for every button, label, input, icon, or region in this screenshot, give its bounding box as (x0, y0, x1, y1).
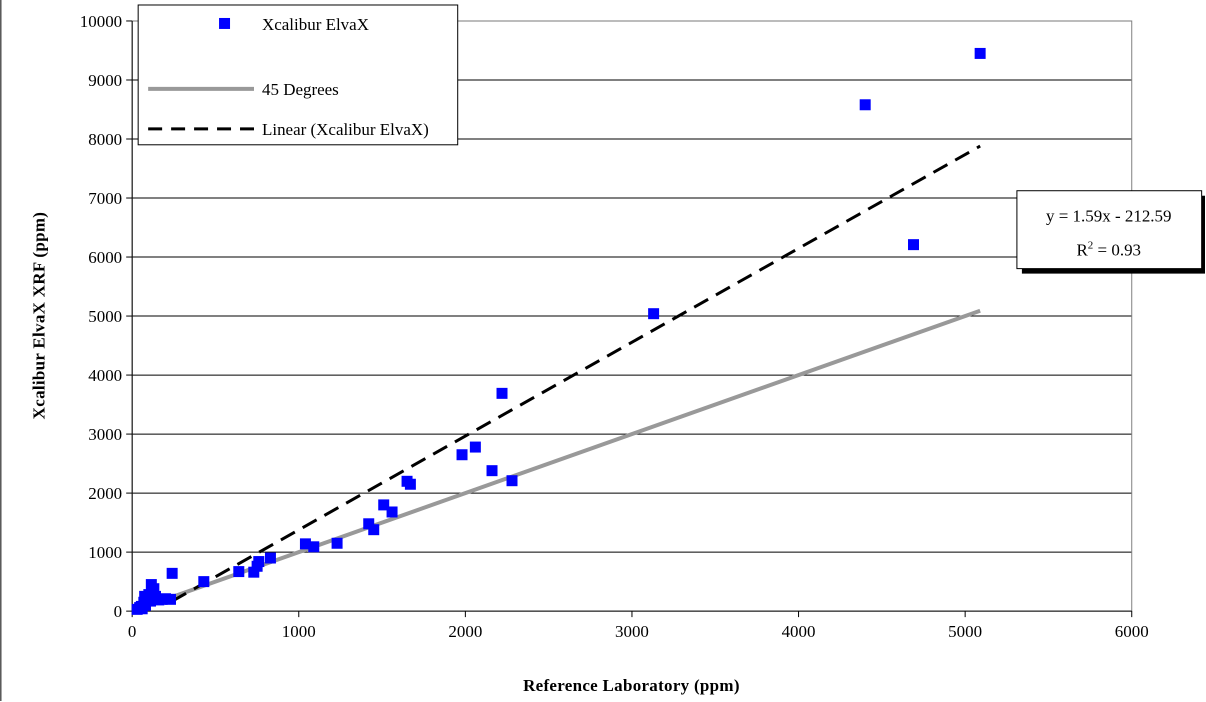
data-point (331, 537, 343, 549)
data-point (164, 593, 176, 605)
data-point (264, 552, 276, 564)
data-point (456, 449, 468, 461)
y-tick-label: 2000 (88, 484, 122, 503)
x-axis-ticks: 0 1000 2000 3000 4000 5000 6000 (128, 611, 1149, 641)
y-tick-label: 7000 (88, 189, 122, 208)
legend-label-45-degrees: 45 Degrees (262, 80, 339, 99)
legend-label-points: Xcalibur ElvaX (262, 15, 369, 34)
legend-marker-points (219, 17, 231, 29)
y-tick-label: 9000 (88, 71, 122, 90)
data-point (469, 441, 481, 453)
y-tick-label: 6000 (88, 248, 122, 267)
data-point (974, 47, 986, 59)
data-point (486, 465, 498, 477)
equation-box (1016, 190, 1203, 270)
data-point (363, 518, 375, 530)
data-point (386, 506, 398, 518)
data-point (404, 478, 416, 490)
y-tick-label: 8000 (88, 130, 122, 149)
legend-box (137, 4, 459, 146)
data-point (378, 499, 390, 511)
trendline-equation-box: y = 1.59x - 212.59 R2 = 0.93 (1016, 190, 1205, 274)
data-point (308, 541, 320, 553)
x-tick-label: 6000 (1115, 622, 1149, 641)
series-points (131, 47, 986, 615)
y-tick-label: 0 (114, 602, 122, 621)
data-point (166, 567, 178, 579)
data-point (648, 308, 660, 320)
x-tick-label: 4000 (782, 622, 816, 641)
series-lines (136, 144, 981, 612)
x-tick-label: 3000 (615, 622, 649, 641)
x-tick-label: 5000 (948, 622, 982, 641)
y-tick-label: 4000 (88, 366, 122, 385)
equation-text: y = 1.59x - 212.59 (1046, 207, 1172, 226)
data-point (299, 538, 311, 550)
y-tick-label: 5000 (88, 307, 122, 326)
y-tick-label: 3000 (88, 425, 122, 444)
data-point (233, 566, 245, 578)
data-point (248, 566, 260, 578)
x-tick-label: 1000 (282, 622, 316, 641)
y-tick-label: 10000 (80, 12, 122, 31)
y-tick-label: 1000 (88, 543, 122, 562)
data-point (253, 556, 265, 568)
data-point (368, 524, 380, 536)
data-point (506, 475, 518, 487)
x-tick-label: 0 (128, 622, 136, 641)
x-tick-label: 2000 (448, 622, 482, 641)
y-axis-title: Xcalibur ElvaX XRF (ppm) (29, 212, 48, 420)
data-point (496, 387, 508, 399)
data-point (908, 239, 919, 251)
line-45-degrees (136, 308, 981, 612)
x-axis-title: Reference Laboratory (ppm) (523, 676, 740, 695)
data-point (198, 576, 210, 588)
data-point (859, 99, 871, 111)
legend-label-linear-fit: Linear (Xcalibur ElvaX) (262, 120, 429, 139)
legend: Xcalibur ElvaX 45 Degrees Linear (Xcalib… (137, 4, 459, 146)
r-squared-text: R2 = 0.93 (1076, 240, 1141, 260)
data-point (148, 583, 160, 595)
line-linear-fit (171, 144, 981, 603)
